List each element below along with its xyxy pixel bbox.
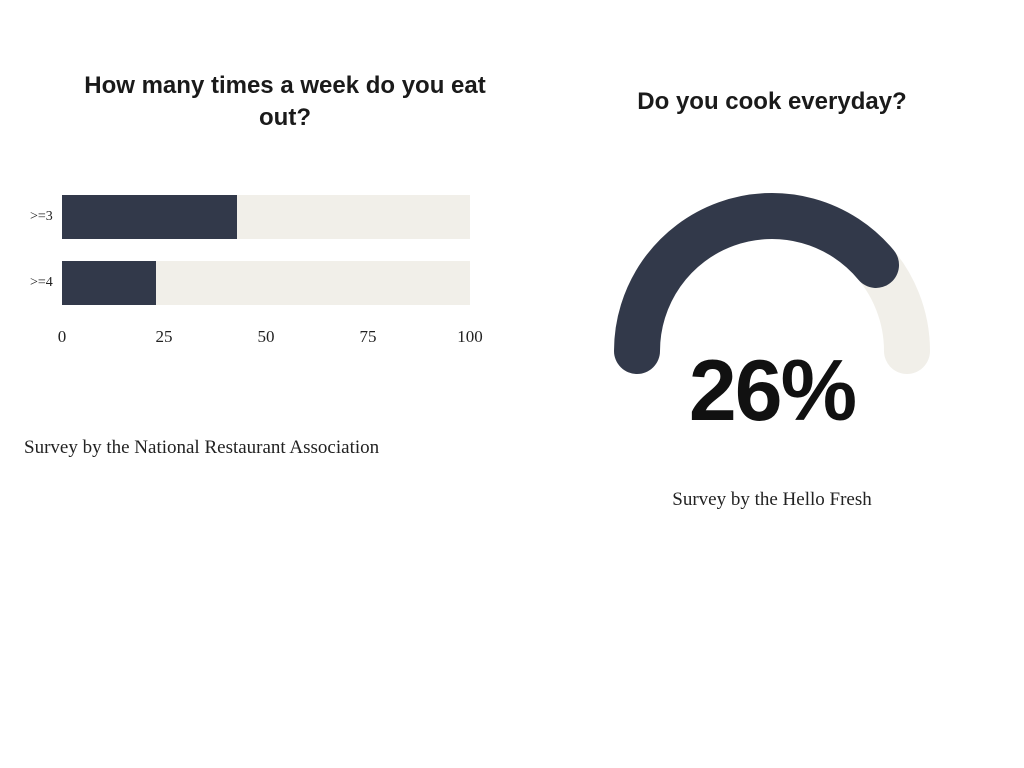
x-axis-tick: 50: [258, 327, 275, 347]
bar-fill: [62, 195, 237, 239]
right-title: Do you cook everyday?: [637, 88, 906, 116]
bar-row: >=3: [30, 195, 470, 239]
bar-label: >=3: [30, 209, 62, 225]
x-axis-tick: 25: [156, 327, 173, 347]
gauge-chart: 26%: [592, 161, 952, 381]
left-title: How many times a week do you eat out?: [30, 70, 540, 135]
gauge-value: 26%: [689, 342, 855, 441]
bar-fill: [62, 261, 156, 305]
left-panel: How many times a week do you eat out? >=…: [20, 70, 540, 768]
left-caption: Survey by the National Restaurant Associ…: [24, 437, 540, 459]
x-axis-tick: 75: [360, 327, 377, 347]
bar-track: [62, 261, 470, 305]
x-axis-tick: 0: [58, 327, 67, 347]
infographic-container: How many times a week do you eat out? >=…: [0, 0, 1024, 768]
bar-chart: >=3>=40255075100: [30, 195, 470, 327]
right-panel: Do you cook everyday? 26% Survey by the …: [540, 70, 1004, 768]
bar-row: >=4: [30, 261, 470, 305]
x-axis-tick: 100: [457, 327, 483, 347]
right-caption: Survey by the Hello Fresh: [672, 489, 871, 511]
bar-label: >=4: [30, 275, 62, 291]
gauge-fill: [637, 216, 876, 351]
bar-track: [62, 195, 470, 239]
